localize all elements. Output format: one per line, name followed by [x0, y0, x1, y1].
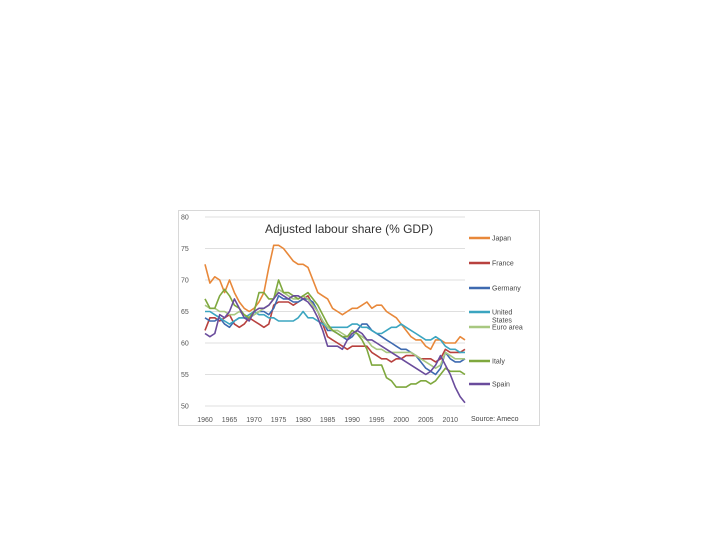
x-tick-label: 1995 [369, 417, 385, 424]
legend-label: Spain [492, 382, 510, 389]
legend-label-part: States [492, 318, 512, 325]
legend-label: Italy [492, 359, 505, 366]
chart-frame: 50 55 60 65 70 75 80 1960 1965 1970 1975 1980 1985 1… [178, 210, 540, 426]
legend-item: France [469, 261, 514, 268]
x-tick-label: 1975 [271, 417, 287, 424]
y-tick-label: 60 [181, 341, 189, 348]
y-axis-ticks: 50 55 60 65 70 75 80 [181, 215, 189, 411]
x-tick-label: 2010 [442, 417, 458, 424]
y-tick-label: 70 [181, 278, 189, 285]
gridlines [205, 216, 465, 407]
x-tick-label: 1985 [320, 417, 336, 424]
legend-item: Italy [469, 359, 505, 366]
y-tick-label: 75 [181, 246, 189, 253]
x-tick-label: 1970 [246, 417, 262, 424]
legend-label-part: United [492, 310, 512, 317]
legend-label: France [492, 261, 514, 268]
x-tick-label: 1980 [295, 417, 311, 424]
legend-item: Japan [469, 236, 511, 243]
x-tick-label: 2005 [418, 417, 434, 424]
x-tick-label: 1960 [197, 417, 213, 424]
y-tick-label: 80 [181, 215, 189, 222]
legend-item: Spain [469, 382, 510, 389]
legend-item: Euro area [469, 325, 523, 332]
legend-label: Japan [492, 236, 511, 243]
y-tick-label: 55 [181, 372, 189, 379]
source-note: Source: Ameco [471, 416, 519, 423]
series-lines [204, 244, 466, 404]
series-line-3 [205, 310, 465, 354]
y-tick-label: 50 [181, 404, 189, 411]
series-line-6 [204, 291, 466, 404]
y-tick-label: 65 [181, 309, 189, 316]
series-line-5 [204, 279, 466, 388]
legend-label: Germany [492, 286, 521, 293]
x-tick-label: 1965 [222, 417, 238, 424]
legend-item: Germany [469, 286, 521, 293]
x-tick-label: 1990 [344, 417, 360, 424]
series-line-4 [204, 288, 465, 369]
series-line-0 [204, 244, 466, 351]
legend-label: Euro area [492, 325, 523, 332]
chart-title: Adjusted labour share (% GDP) [265, 222, 433, 236]
title-backdrop [261, 218, 457, 238]
x-tick-label: 2000 [393, 417, 409, 424]
series-line-1 [204, 295, 466, 363]
x-axis-ticks: 1960 1965 1970 1975 1980 1985 1990 1995 2000 2005… [197, 417, 458, 424]
